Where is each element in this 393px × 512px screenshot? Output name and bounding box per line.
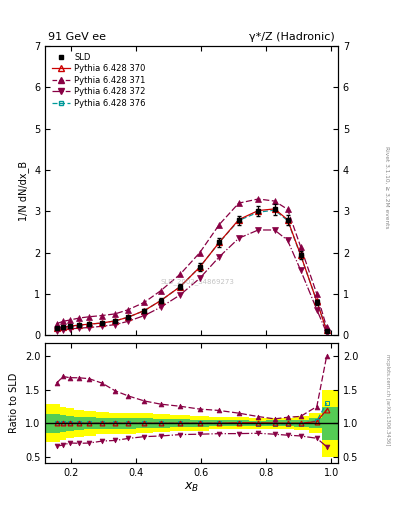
Y-axis label: Ratio to SLD: Ratio to SLD (9, 373, 19, 433)
Text: mcplots.cern.ch [arXiv:1306.3436]: mcplots.cern.ch [arXiv:1306.3436] (385, 354, 389, 445)
Text: SLD_2002_S4869273: SLD_2002_S4869273 (160, 279, 234, 285)
Y-axis label: 1/N dN/dx_B: 1/N dN/dx_B (18, 161, 29, 221)
X-axis label: $x_B$: $x_B$ (184, 481, 199, 494)
Text: Rivet 3.1.10, ≥ 3.2M events: Rivet 3.1.10, ≥ 3.2M events (385, 145, 389, 228)
Text: 91 GeV ee: 91 GeV ee (48, 32, 106, 42)
Legend: SLD, Pythia 6.428 370, Pythia 6.428 371, Pythia 6.428 372, Pythia 6.428 376: SLD, Pythia 6.428 370, Pythia 6.428 371,… (50, 50, 149, 110)
Text: γ*/Z (Hadronic): γ*/Z (Hadronic) (249, 32, 335, 42)
